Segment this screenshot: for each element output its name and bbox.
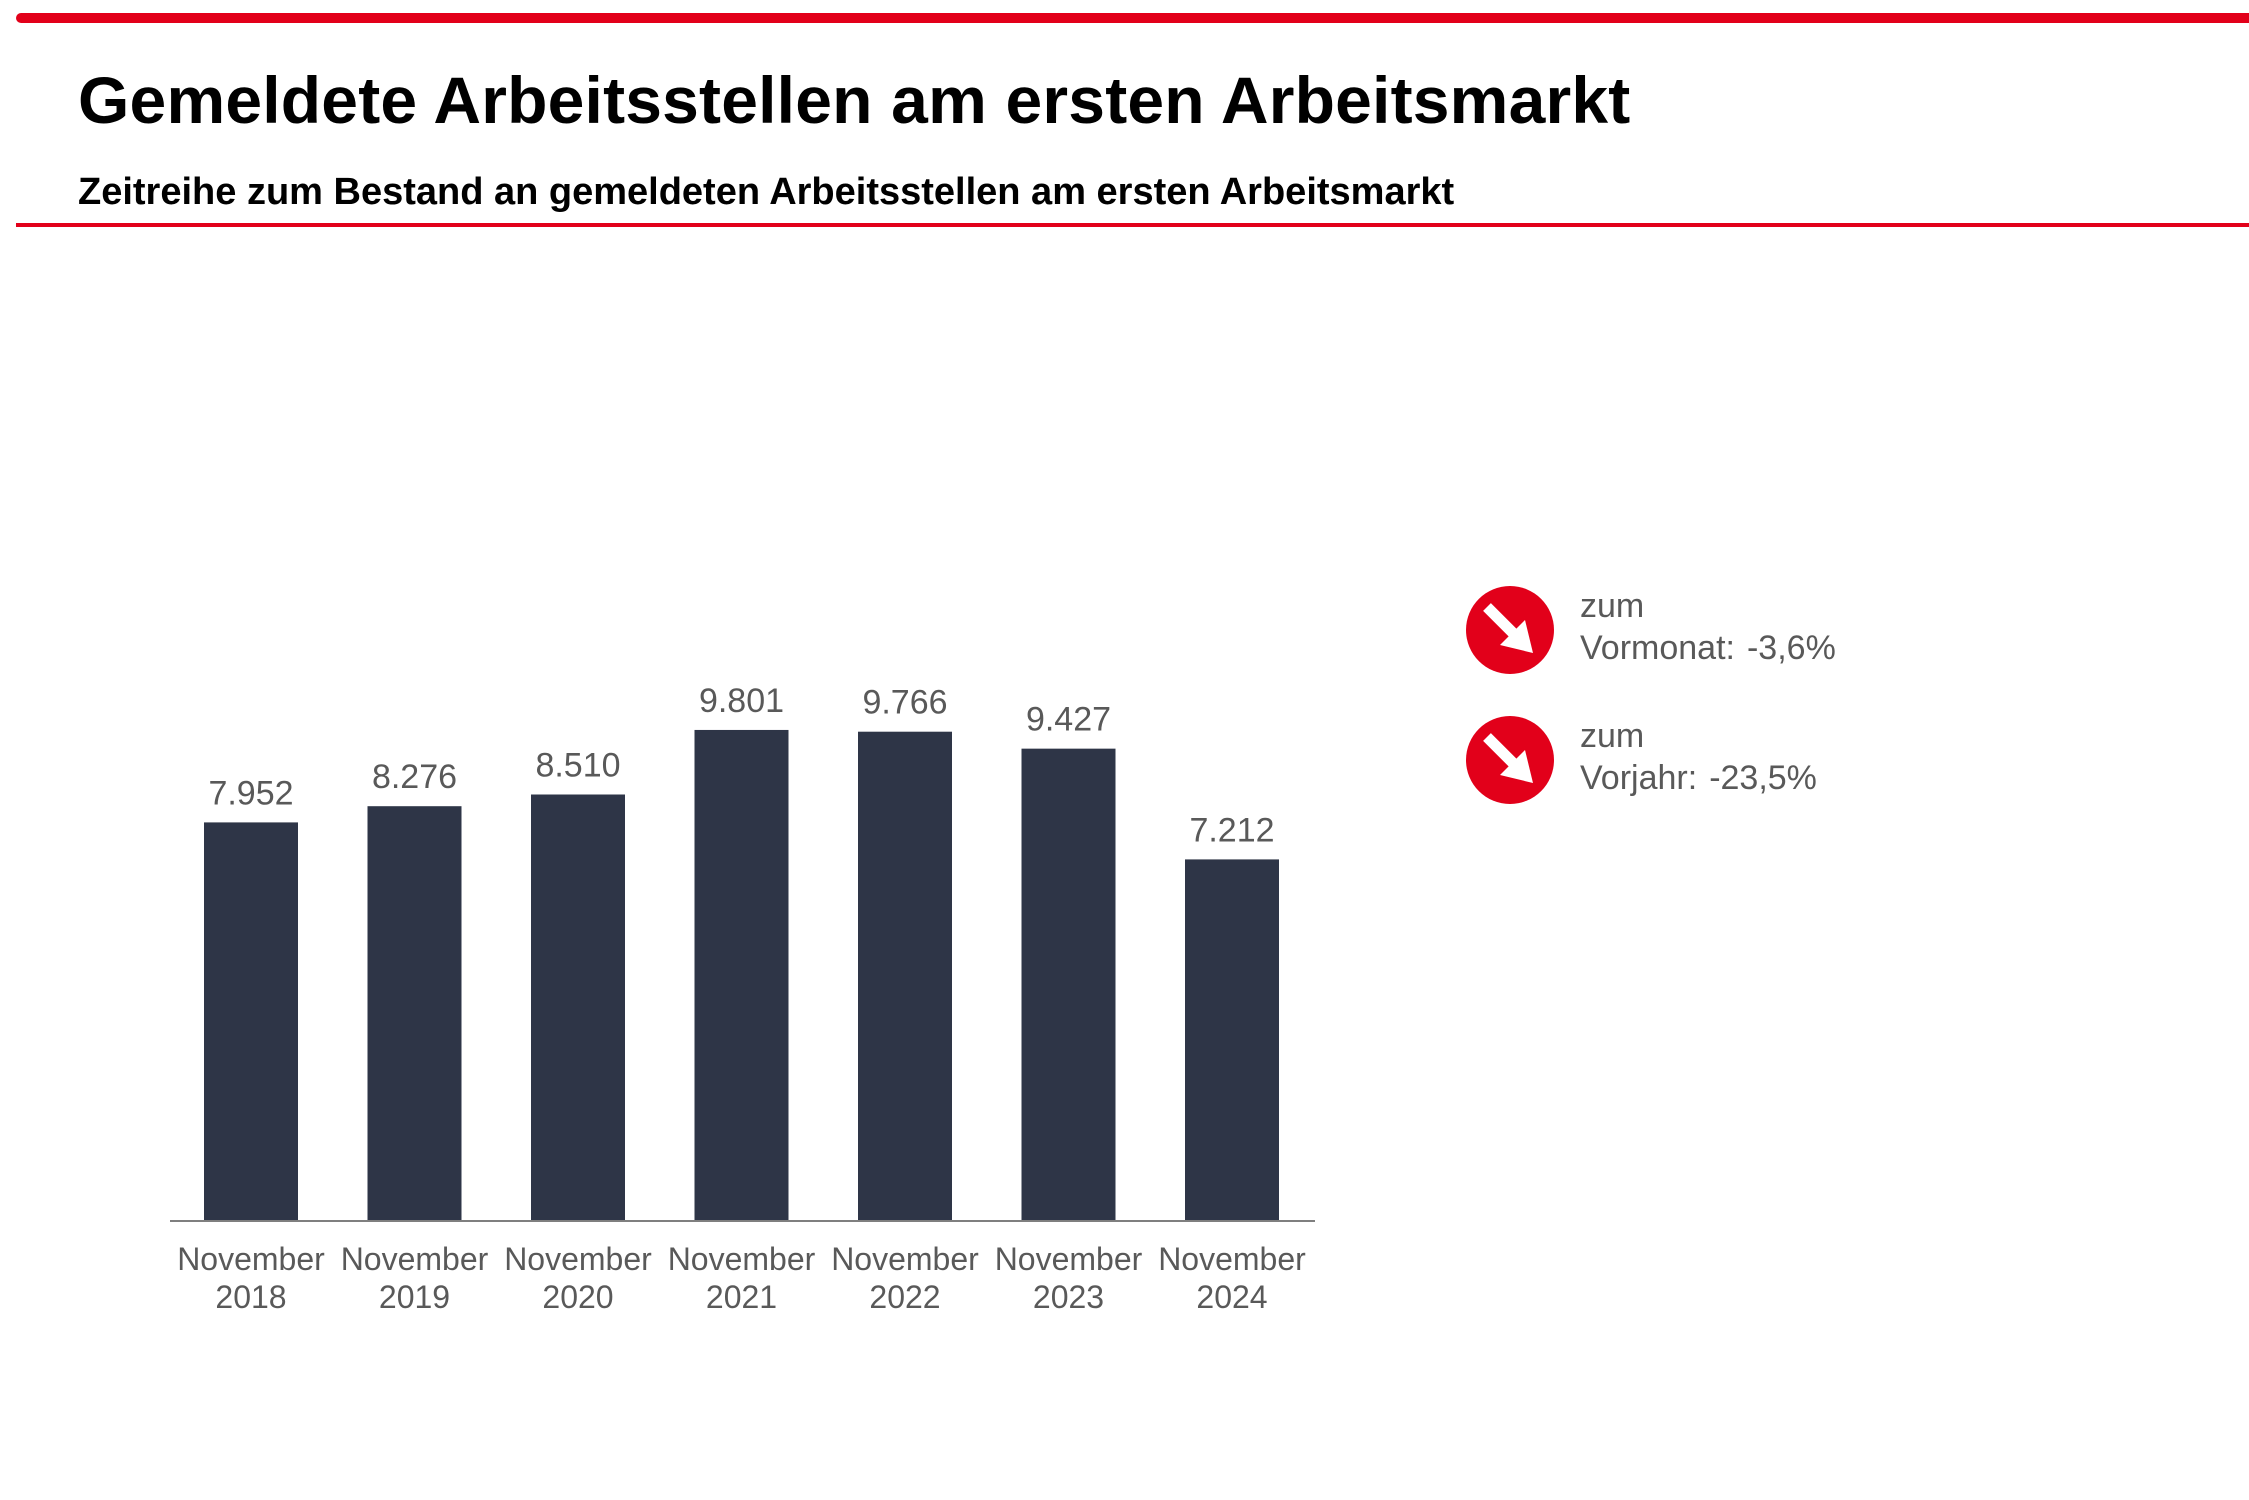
top-accent-rule: [16, 13, 2249, 23]
x-tick-label: November: [504, 1241, 652, 1277]
arrow-down-right-icon: [1466, 716, 1554, 804]
indicator-label: Vorjahr:: [1580, 759, 1698, 797]
x-tick-label: 2018: [215, 1279, 286, 1315]
x-tick-label: 2024: [1196, 1279, 1267, 1315]
x-tick-label: November: [1158, 1241, 1306, 1277]
data-label: 9.801: [699, 682, 784, 720]
x-tick-label: November: [341, 1241, 489, 1277]
x-tick-label: 2020: [542, 1279, 613, 1315]
x-tick-label: 2023: [1033, 1279, 1104, 1315]
x-tick-label: November: [831, 1241, 979, 1277]
data-label: 9.427: [1026, 701, 1111, 739]
page-title: Gemeldete Arbeitsstellen am ersten Arbei…: [78, 63, 1631, 137]
x-tick-label: 2021: [706, 1279, 777, 1315]
indicator-vormonat: zum Vormonat: -3,6%: [1465, 585, 2165, 685]
indicator-vorjahr: zum Vorjahr: -23,5%: [1465, 715, 2165, 815]
bar: [1185, 859, 1279, 1220]
bar: [694, 729, 789, 1220]
indicator-label-row: Vormonat: -3,6%: [1580, 629, 1836, 668]
indicator-prefix: zum: [1580, 717, 1645, 755]
bars-layer: 7.952November20188.276November20198.510N…: [177, 682, 1306, 1315]
bar: [1021, 748, 1116, 1220]
arrow-down-right-icon: [1466, 586, 1554, 674]
indicator-prefix: zum: [1580, 587, 1645, 625]
indicator-value: -23,5%: [1709, 759, 1817, 797]
bar: [531, 794, 625, 1220]
indicator-value: -3,6%: [1746, 629, 1836, 667]
x-tick-label: 2019: [379, 1279, 450, 1315]
x-tick-label: November: [995, 1241, 1143, 1277]
x-tick-label: November: [177, 1241, 325, 1277]
data-label: 8.510: [535, 747, 620, 785]
bar: [367, 806, 462, 1220]
bar: [204, 822, 298, 1220]
indicator-label: Vormonat:: [1580, 629, 1735, 667]
data-label: 9.766: [862, 684, 947, 722]
data-label: 8.276: [372, 758, 457, 796]
x-tick-label: November: [668, 1241, 816, 1277]
bar: [858, 731, 952, 1220]
indicator-label-row: Vorjahr: -23,5%: [1580, 759, 1817, 798]
data-label: 7.952: [208, 774, 293, 812]
data-label: 7.212: [1189, 811, 1274, 849]
page-subtitle: Zeitreihe zum Bestand an gemeldeten Arbe…: [78, 171, 1455, 213]
x-tick-label: 2022: [869, 1279, 940, 1315]
header-divider: [16, 223, 2249, 227]
